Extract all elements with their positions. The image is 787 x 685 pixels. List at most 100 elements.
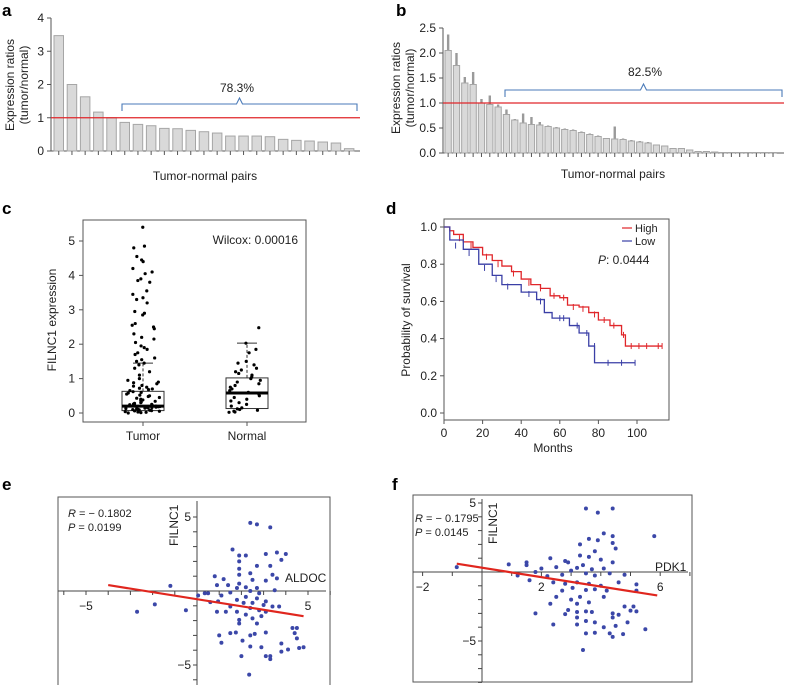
p-value-e: = 0.0199 (75, 522, 121, 534)
error-bar (471, 72, 475, 85)
data-point (610, 611, 615, 616)
error-bar (496, 104, 500, 107)
data-point (607, 631, 612, 636)
data-point (128, 389, 132, 393)
bar (761, 152, 769, 154)
x-axis-title-d: Months (533, 441, 572, 455)
bar (211, 132, 223, 152)
data-point (196, 593, 201, 598)
y-tick-label-c: 1 (68, 372, 75, 386)
data-point (230, 387, 234, 391)
bar (198, 131, 210, 152)
data-point (132, 332, 136, 336)
data-point (131, 384, 136, 388)
data-point (268, 525, 273, 530)
data-point (150, 387, 154, 391)
data-point (136, 278, 140, 283)
bar (661, 145, 669, 154)
data-point (263, 552, 268, 556)
data-point (255, 408, 260, 412)
data-point (237, 566, 242, 571)
data-point (228, 590, 233, 595)
data-point (246, 390, 250, 394)
data-point (578, 542, 583, 547)
data-point (240, 638, 245, 643)
r-label-f: R (415, 513, 423, 525)
data-point (566, 560, 571, 565)
data-point (613, 623, 618, 628)
data-point (261, 603, 266, 608)
bar (251, 135, 262, 152)
p-label-e: P (68, 522, 76, 534)
data-point (268, 657, 273, 662)
x-axis-title-b: Tumor-normal pairs (561, 167, 665, 181)
data-point (250, 616, 255, 621)
data-point (583, 571, 588, 576)
panel-b: b Expression ratios (tumor/normal) Tumor… (389, 1, 784, 181)
data-point (131, 381, 136, 385)
data-point (592, 549, 597, 554)
bar (544, 126, 552, 154)
data-point (239, 654, 244, 659)
data-point (554, 565, 559, 570)
y-tick-label-a: 3 (37, 44, 44, 58)
data-point (130, 323, 134, 327)
data-point (290, 626, 295, 630)
y-tick-label-b: 1.5 (419, 71, 436, 85)
x-axis-title-a: Tumor-normal pairs (153, 169, 257, 183)
data-point (652, 534, 657, 539)
error-bar (446, 34, 450, 51)
panel-e: e R = − 0.1802 P = 0.0199 FILNC1 ALDOC −… (2, 475, 331, 685)
data-point (248, 571, 253, 576)
data-point (622, 572, 627, 577)
data-point (140, 335, 144, 339)
data-point (141, 225, 145, 229)
data-point (143, 272, 147, 276)
legend-label-low: Low (635, 236, 655, 248)
y-tick-label-a: 2 (37, 78, 44, 92)
bar (502, 114, 511, 154)
error-bar (538, 122, 541, 125)
data-point (229, 399, 233, 403)
data-point (279, 649, 284, 654)
data-point (263, 630, 268, 635)
data-point (123, 410, 127, 414)
p-label-d: P (598, 253, 606, 267)
error-bar (488, 95, 491, 105)
bar (53, 35, 64, 152)
bracket-annotation-a: 78.3% (220, 81, 254, 95)
data-point (575, 601, 580, 606)
data-point (294, 636, 299, 641)
data-point (551, 580, 556, 585)
y-tick-label-d: 0.8 (420, 257, 437, 271)
data-point (274, 550, 279, 555)
plot-frame-f (412, 494, 693, 683)
y-axis-title-e: FILNC1 (167, 504, 181, 546)
data-point (142, 244, 147, 248)
data-point (263, 599, 268, 604)
data-point (243, 594, 248, 599)
data-point (138, 393, 142, 397)
bar (119, 121, 130, 152)
x-tick-label-d: 80 (592, 426, 606, 440)
data-point (592, 587, 597, 592)
bar (711, 151, 719, 154)
data-point (157, 409, 162, 413)
data-point (150, 270, 154, 274)
data-point (146, 394, 150, 399)
plot-frame-c (82, 219, 307, 423)
y-tick-label-a: 1 (37, 111, 44, 125)
x-tick-label-d: 0 (441, 426, 448, 440)
data-point (634, 582, 639, 587)
data-point (272, 588, 277, 593)
data-point (152, 337, 156, 341)
y-tick-label-c: 2 (68, 337, 75, 351)
data-point (259, 645, 264, 650)
data-point (243, 585, 248, 590)
error-bar (480, 99, 483, 103)
data-point (506, 562, 511, 567)
data-point (229, 404, 233, 408)
data-point (244, 341, 248, 345)
bar (752, 152, 761, 154)
data-point (263, 578, 268, 583)
